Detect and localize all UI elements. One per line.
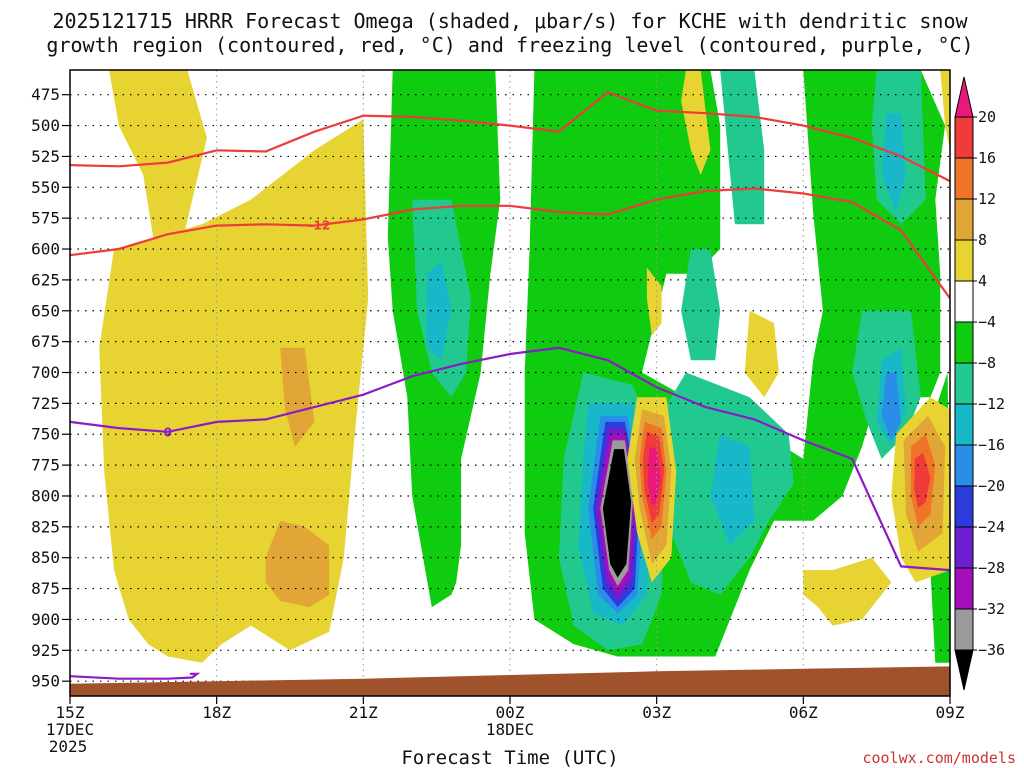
colorbar-label-6: −8	[978, 354, 996, 372]
colorbar-label-7: −12	[978, 395, 1005, 413]
omega-region-17	[710, 434, 755, 546]
y-tick-label-875: 875	[31, 579, 60, 598]
colorbar-bin-11	[954, 567, 974, 610]
colorbar-bin-3	[954, 239, 974, 282]
x-tick-date-15Z: 17DEC	[46, 720, 94, 739]
y-tick-label-850: 850	[31, 548, 60, 567]
colorbar-label-8: −16	[978, 436, 1005, 454]
omega-region-10	[720, 70, 765, 225]
colorbar-bin-4	[954, 280, 974, 323]
colorbar-label-4: 4	[978, 272, 987, 290]
colorbar-bin-10	[954, 526, 974, 569]
y-tick-label-950: 950	[31, 672, 60, 691]
x-tick-label-18Z: 18Z	[202, 703, 231, 722]
y-tick-label-475: 475	[31, 85, 60, 104]
omega-region-20	[881, 372, 902, 441]
y-tick-label-625: 625	[31, 270, 60, 289]
colorbar-label-1: 16	[978, 149, 996, 167]
credit-link[interactable]: coolwx.com/models	[862, 749, 1016, 767]
freezing-contour-1	[70, 672, 201, 680]
colorbar-bin-9	[954, 485, 974, 528]
y-tick-label-725: 725	[31, 394, 60, 413]
y-axis: 475 500 525 550 575 600 625 650 675 700 725 750 775 8…	[31, 85, 70, 691]
y-tick-label-575: 575	[31, 209, 60, 228]
omega-region-38	[744, 310, 779, 398]
omega-region-39	[940, 70, 950, 151]
colorbar-bin-12	[954, 608, 974, 651]
plot-area: -12 0	[70, 70, 950, 696]
omega-region-25	[602, 449, 632, 578]
y-tick-label-650: 650	[31, 301, 60, 320]
colorbar-bin-8	[954, 444, 974, 487]
x-axis-title: Forecast Time (UTC)	[401, 747, 618, 768]
omega-region-35	[803, 557, 892, 626]
colorbar-label-13: −36	[978, 641, 1005, 659]
colorbar-label-12: −32	[978, 600, 1005, 618]
colorbar: 20 16 12 8 4 −4 −8 −12 −16 −20 −24 −28 −32 −36	[954, 76, 1005, 691]
freezing-contour-0	[70, 346, 950, 572]
y-tick-label-800: 800	[31, 486, 60, 505]
omega-region-34	[914, 452, 931, 509]
terrain-fill	[70, 666, 950, 696]
colorbar-bin-5	[954, 321, 974, 364]
y-tick-label-600: 600	[31, 240, 60, 259]
y-tick-label-900: 900	[31, 610, 60, 629]
chart-title-line-1: 2025121715 HRRR Forecast Omega (shaded, …	[52, 9, 968, 33]
x-tick-label-15Z: 15Z	[56, 703, 85, 722]
colorbar-label-0: 20	[978, 108, 996, 126]
colorbar-label-11: −28	[978, 559, 1005, 577]
y-tick-label-750: 750	[31, 425, 60, 444]
colorbar-label-3: 8	[978, 231, 987, 249]
y-tick-label-500: 500	[31, 116, 60, 135]
temperature-contours: -12 0	[70, 90, 950, 680]
colorbar-bin-0	[954, 116, 974, 159]
colorbar-label-10: −24	[978, 518, 1005, 536]
y-tick-label-675: 675	[31, 332, 60, 351]
omega-region-30	[647, 446, 661, 506]
x-tick-date-00Z: 18DEC	[486, 720, 534, 739]
colorbar-bin-2	[954, 198, 974, 241]
dgz-contour-0	[70, 90, 950, 183]
colorbar-label-2: 12	[978, 190, 996, 208]
dgz-contour-1	[70, 187, 950, 300]
x-tick-label-21Z: 21Z	[349, 703, 378, 722]
colorbar-label-9: −20	[978, 477, 1005, 495]
terrain	[70, 666, 950, 696]
x-tick-label-00Z: 00Z	[496, 703, 525, 722]
x-tick-year-15Z: 2025	[49, 737, 88, 756]
freezing-contour-0-label: 0	[164, 425, 172, 439]
y-tick-label-550: 550	[31, 178, 60, 197]
colorbar-under-arrow	[954, 649, 974, 691]
colorbar-bin-1	[954, 157, 974, 200]
omega-region-37	[646, 267, 662, 336]
chart-title-line-2: growth region (contoured, red, °C) and f…	[46, 33, 973, 57]
y-tick-label-525: 525	[31, 147, 60, 166]
colorbar-label-5: −4	[978, 313, 996, 331]
x-tick-label-03Z: 03Z	[642, 703, 671, 722]
y-tick-label-825: 825	[31, 517, 60, 536]
colorbar-bin-7	[954, 403, 974, 446]
dgz-contour-1-label: -12	[308, 218, 330, 232]
x-tick-label-09Z: 09Z	[936, 703, 965, 722]
y-tick-label-700: 700	[31, 363, 60, 382]
omega-region-8	[681, 249, 721, 361]
omega-region-36	[681, 70, 711, 175]
colorbar-bin-6	[954, 362, 974, 405]
omega-region-0	[109, 70, 207, 299]
omega-shading	[99, 70, 950, 663]
omega-region-3	[265, 520, 330, 608]
y-tick-label-775: 775	[31, 456, 60, 475]
y-tick-label-925: 925	[31, 641, 60, 660]
omega-region-14	[426, 261, 452, 361]
x-tick-label-06Z: 06Z	[789, 703, 818, 722]
